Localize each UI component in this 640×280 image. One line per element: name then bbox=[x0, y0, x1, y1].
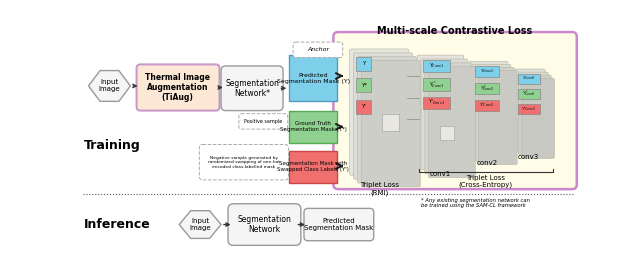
Text: Y': Y' bbox=[361, 104, 366, 109]
Text: Predicted
Segmentation Mask (Y): Predicted Segmentation Mask (Y) bbox=[276, 73, 350, 84]
FancyBboxPatch shape bbox=[518, 75, 551, 155]
FancyBboxPatch shape bbox=[136, 64, 220, 111]
Text: Triplet Loss
(Cross-Entropy): Triplet Loss (Cross-Entropy) bbox=[458, 174, 513, 188]
Polygon shape bbox=[179, 211, 221, 238]
FancyBboxPatch shape bbox=[199, 144, 289, 180]
Text: $Y_{Conv3}$: $Y_{Conv3}$ bbox=[522, 75, 536, 82]
Text: conv2: conv2 bbox=[477, 160, 498, 166]
FancyBboxPatch shape bbox=[358, 57, 417, 183]
Text: Ground Truth
Segmentation Mask (Y*): Ground Truth Segmentation Mask (Y*) bbox=[280, 121, 347, 132]
Bar bbox=[423, 97, 450, 109]
Text: Positive sample: Positive sample bbox=[244, 119, 282, 124]
Bar bbox=[440, 126, 454, 140]
FancyBboxPatch shape bbox=[221, 66, 283, 111]
Text: Inference: Inference bbox=[84, 218, 150, 231]
FancyBboxPatch shape bbox=[362, 60, 420, 187]
FancyBboxPatch shape bbox=[429, 67, 476, 178]
Text: Y*: Y* bbox=[361, 83, 367, 88]
Text: Segmentation
Network*: Segmentation Network* bbox=[225, 79, 279, 98]
Text: Input
Image: Input Image bbox=[99, 80, 120, 92]
Text: Predicted
Segmentation Mask: Predicted Segmentation Mask bbox=[304, 218, 374, 231]
Bar bbox=[476, 66, 499, 77]
Bar bbox=[356, 57, 371, 71]
FancyBboxPatch shape bbox=[476, 67, 514, 161]
FancyBboxPatch shape bbox=[417, 55, 463, 166]
FancyBboxPatch shape bbox=[522, 78, 554, 158]
Text: $Y'_{Conv3}$: $Y'_{Conv3}$ bbox=[522, 106, 536, 113]
Text: $Y_{Conv2}$: $Y_{Conv2}$ bbox=[480, 67, 494, 75]
Bar bbox=[356, 78, 371, 92]
Text: $Y_{Conv1}$: $Y_{Conv1}$ bbox=[429, 62, 444, 70]
FancyBboxPatch shape bbox=[349, 49, 408, 175]
Bar bbox=[289, 111, 337, 143]
Text: Triplet Loss
(RMI): Triplet Loss (RMI) bbox=[360, 182, 399, 196]
FancyBboxPatch shape bbox=[516, 72, 548, 152]
FancyBboxPatch shape bbox=[513, 69, 545, 149]
Bar bbox=[476, 83, 499, 94]
Text: Y: Y bbox=[362, 61, 365, 66]
FancyBboxPatch shape bbox=[421, 59, 467, 170]
FancyBboxPatch shape bbox=[469, 61, 508, 155]
Text: Input
Image: Input Image bbox=[189, 218, 211, 231]
Bar bbox=[476, 100, 499, 111]
FancyBboxPatch shape bbox=[472, 64, 511, 158]
Polygon shape bbox=[88, 71, 131, 101]
Bar bbox=[518, 89, 540, 99]
Bar bbox=[518, 104, 540, 115]
FancyBboxPatch shape bbox=[353, 53, 412, 179]
Bar bbox=[382, 115, 399, 131]
Bar bbox=[518, 74, 540, 84]
Bar bbox=[289, 151, 337, 183]
Text: $Y^*_{Conv2}$: $Y^*_{Conv2}$ bbox=[480, 83, 494, 94]
FancyBboxPatch shape bbox=[333, 32, 577, 189]
Text: Anchor: Anchor bbox=[307, 47, 329, 52]
Bar bbox=[423, 60, 450, 72]
Text: Segmentation Mask with
Swapped Class Labels (Y'): Segmentation Mask with Swapped Class Lab… bbox=[277, 161, 349, 172]
Text: $Y'_{Conv2}$: $Y'_{Conv2}$ bbox=[479, 101, 495, 109]
Bar bbox=[356, 100, 371, 114]
Text: $Y^*_{Conv1}$: $Y^*_{Conv1}$ bbox=[429, 79, 444, 90]
Text: Thermal Image
Augmentation
(TiAug): Thermal Image Augmentation (TiAug) bbox=[145, 73, 210, 102]
FancyBboxPatch shape bbox=[478, 71, 517, 164]
Text: Multi-scale Contrastive Loss: Multi-scale Contrastive Loss bbox=[378, 26, 532, 36]
FancyBboxPatch shape bbox=[239, 114, 288, 129]
Bar bbox=[289, 55, 337, 101]
FancyBboxPatch shape bbox=[425, 63, 472, 174]
Text: $Y^*_{Conv3}$: $Y^*_{Conv3}$ bbox=[522, 89, 536, 99]
FancyBboxPatch shape bbox=[228, 204, 301, 245]
FancyBboxPatch shape bbox=[304, 208, 374, 241]
Text: conv3: conv3 bbox=[517, 154, 539, 160]
Text: $Y'_{Conv1}$: $Y'_{Conv1}$ bbox=[428, 98, 445, 108]
Text: * Any existing segmentation network can
be trained using the SAM-CL framework: * Any existing segmentation network can … bbox=[421, 198, 530, 208]
Text: conv1: conv1 bbox=[429, 171, 451, 177]
Text: Segmentation
Network: Segmentation Network bbox=[237, 215, 291, 234]
Bar bbox=[423, 78, 450, 90]
Text: Training: Training bbox=[84, 139, 141, 152]
FancyBboxPatch shape bbox=[293, 42, 343, 57]
Text: Negative sample generated by
randomized swapping of one-hot
encoded class-labell: Negative sample generated by randomized … bbox=[207, 156, 280, 169]
